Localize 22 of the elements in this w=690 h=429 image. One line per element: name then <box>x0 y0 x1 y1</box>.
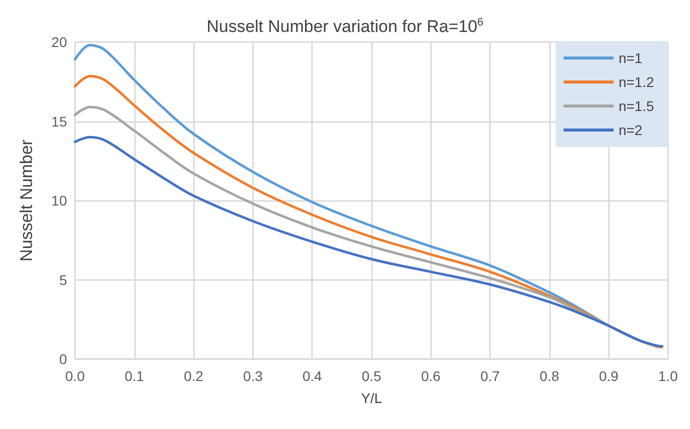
x-tick-label: 0.3 <box>243 368 263 384</box>
legend-label: n=1.2 <box>618 74 654 90</box>
x-tick-label: 0.2 <box>184 368 204 384</box>
x-axis-title: Y/L <box>360 390 382 406</box>
legend-label: n=1 <box>618 50 643 66</box>
x-tick-label: 0.7 <box>480 368 500 384</box>
legend-label: n=1.5 <box>618 98 654 114</box>
y-tick-label: 20 <box>51 34 68 50</box>
x-tick-label: 0.0 <box>65 368 85 384</box>
x-tick-label: 0.6 <box>421 368 441 384</box>
y-tick-label: 5 <box>59 272 68 288</box>
y-tick-label: 10 <box>51 192 68 208</box>
x-tick-label: 0.5 <box>362 368 382 384</box>
x-tick-label: 0.8 <box>540 368 560 384</box>
x-tick-label: 0.9 <box>598 368 619 384</box>
y-axis-title: Nusselt Number <box>17 139 36 262</box>
x-tick-label: 1.0 <box>658 368 678 384</box>
x-tick-label: 0.1 <box>124 368 144 384</box>
x-tick-label: 0.4 <box>302 368 322 384</box>
y-tick-label: 15 <box>51 113 68 130</box>
legend-label: n=2 <box>618 122 643 138</box>
y-tick-label: 0 <box>59 351 68 367</box>
